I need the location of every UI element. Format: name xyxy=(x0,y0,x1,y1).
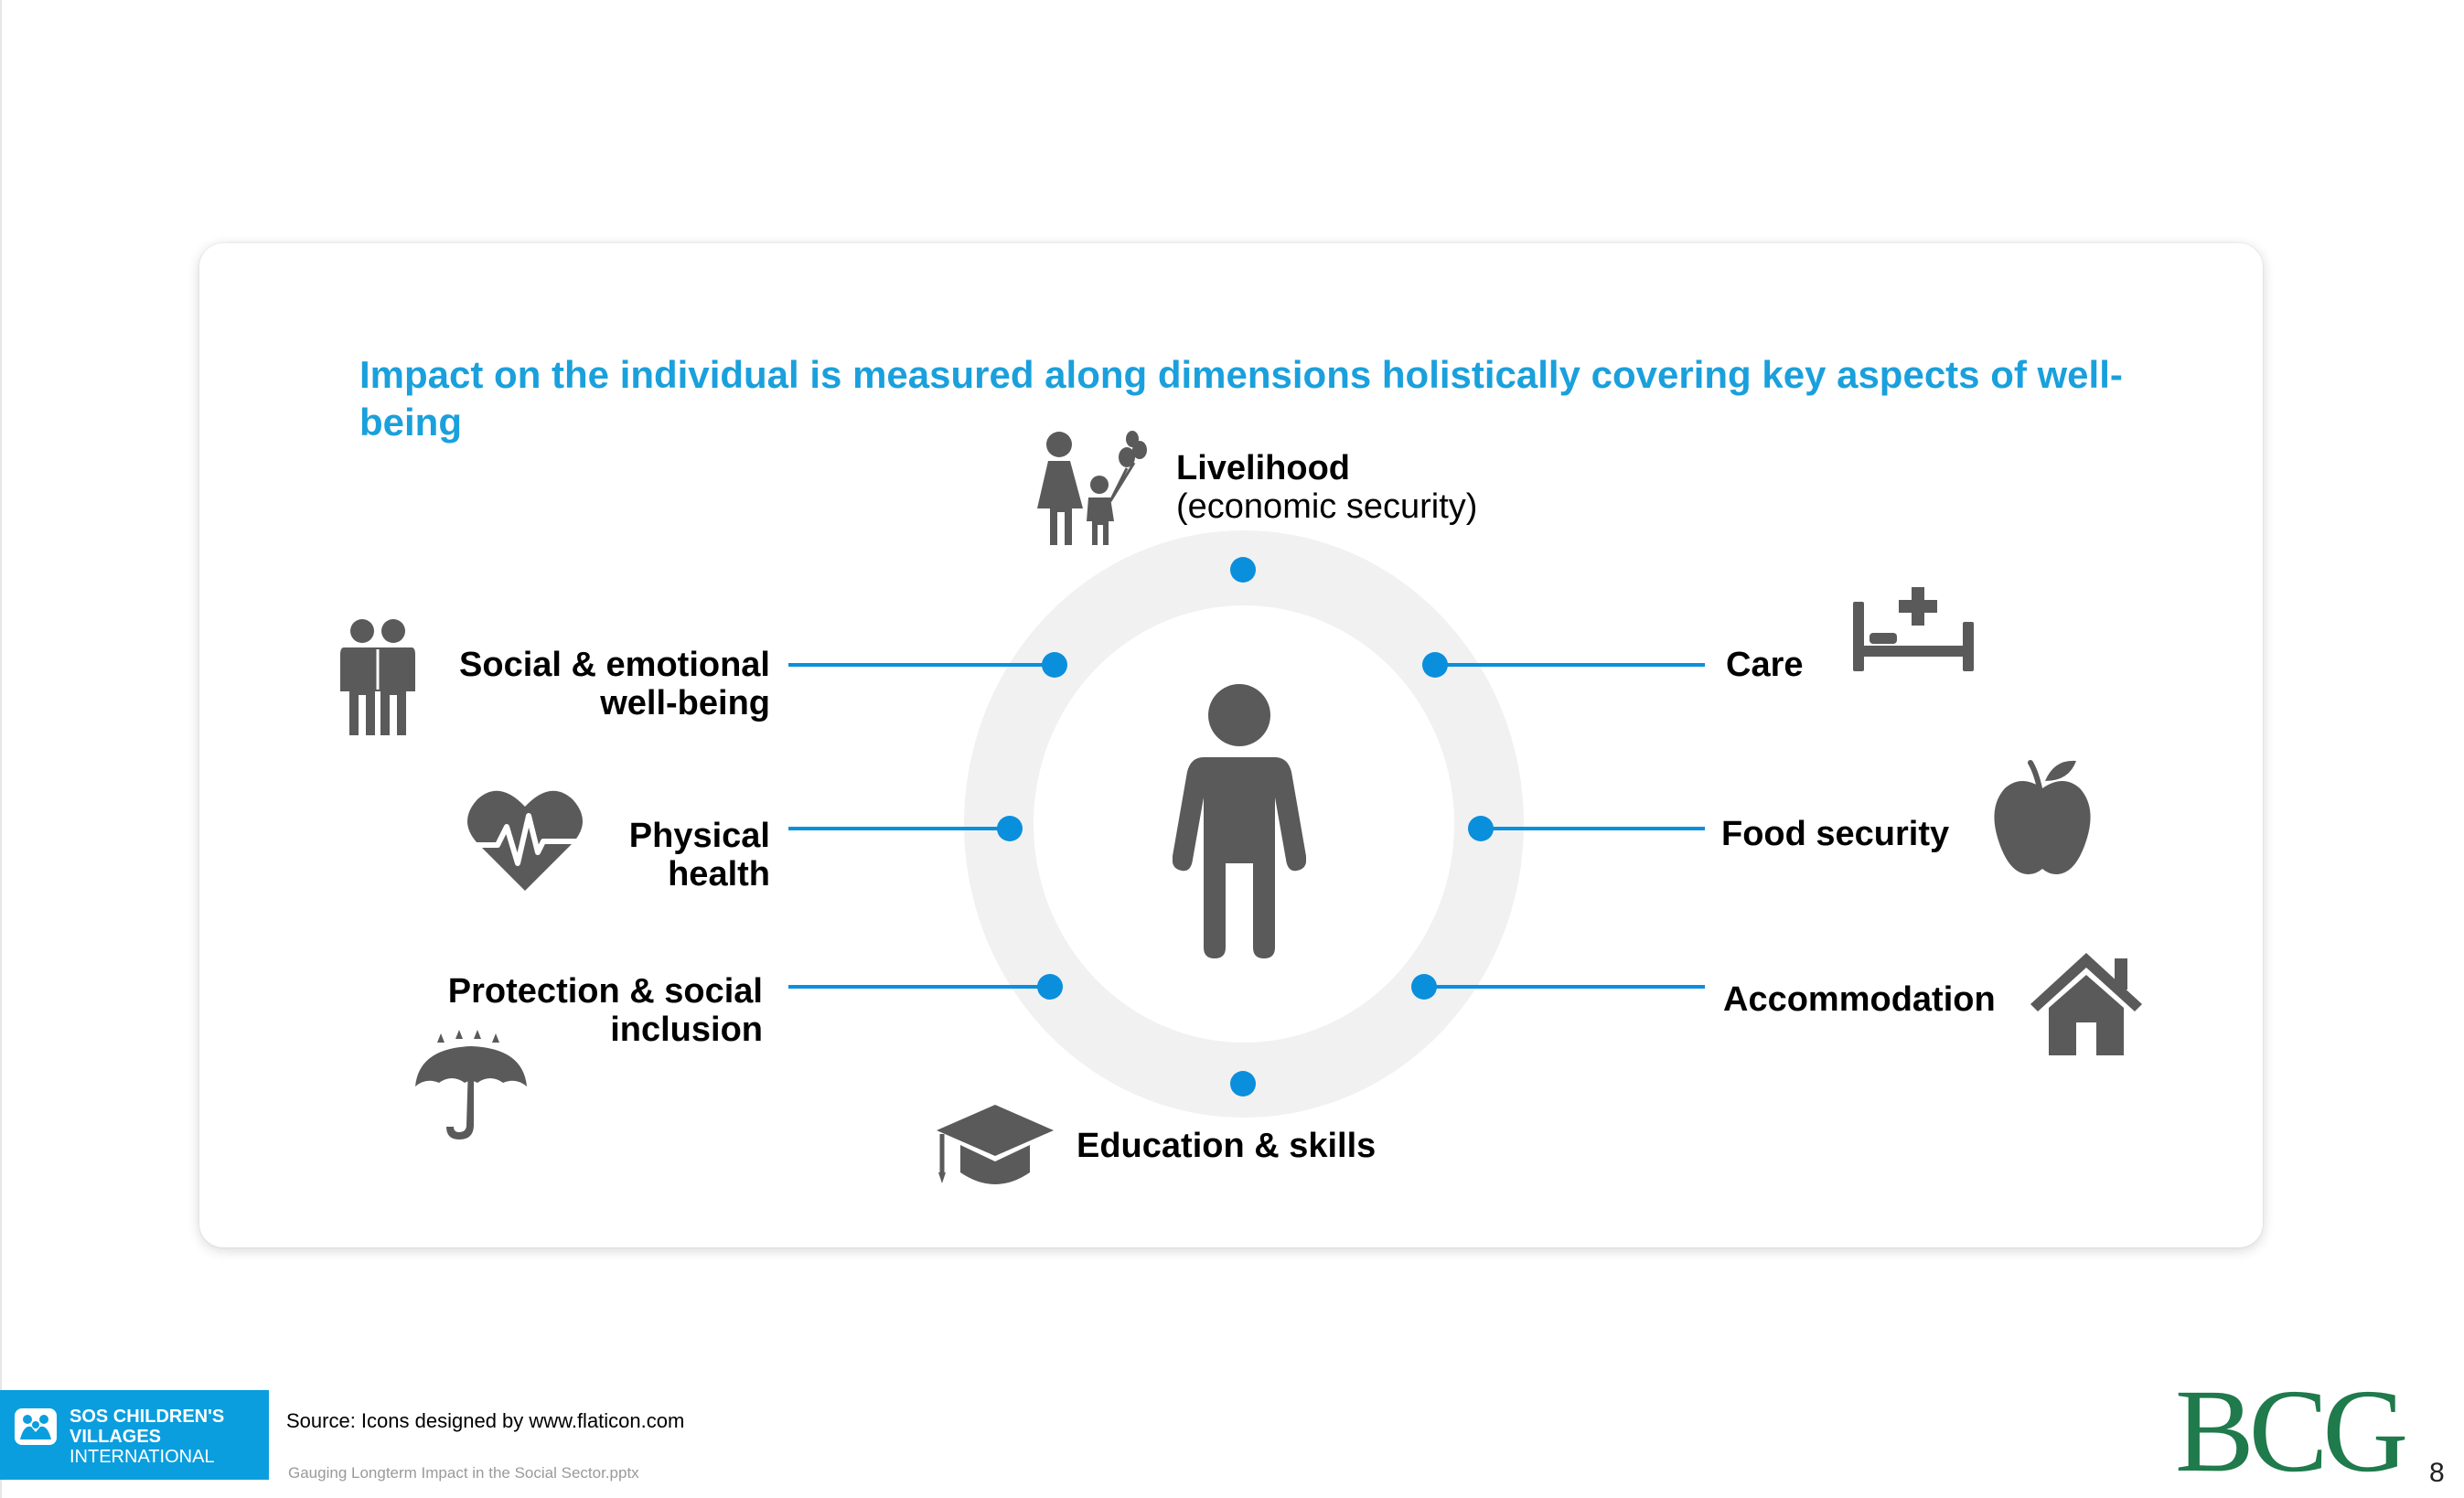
label-protection: Protection & social inclusion xyxy=(397,972,763,1049)
label-accommodation: Accommodation xyxy=(1723,980,1996,1019)
label-protection-line2: inclusion xyxy=(610,1011,763,1049)
family-icon xyxy=(1032,430,1151,547)
hospital-bed-icon xyxy=(1853,587,1974,671)
label-physical: Physical health xyxy=(496,817,770,893)
label-education: Education & skills xyxy=(1077,1127,1377,1165)
logo-text-line1: SOS CHILDREN'S xyxy=(70,1407,225,1427)
umbrella-icon xyxy=(413,1028,529,1141)
page-number: 8 xyxy=(2429,1458,2445,1488)
label-food: Food security xyxy=(1721,815,1950,853)
slide-edge xyxy=(0,0,2,1498)
couple-icon xyxy=(337,618,419,737)
label-livelihood-title: Livelihood xyxy=(1176,449,1350,487)
connector-physical xyxy=(788,827,1010,830)
sos-emblem-icon xyxy=(15,1408,57,1445)
label-care: Care xyxy=(1726,646,1804,684)
label-livelihood: Livelihood (economic security) xyxy=(1176,449,1477,526)
connector-social xyxy=(788,663,1055,667)
source-note: Source: Icons designed by www.flaticon.c… xyxy=(286,1409,685,1432)
person-icon xyxy=(1173,684,1306,958)
heartbeat-icon xyxy=(465,786,585,893)
label-livelihood-sub: (economic security) xyxy=(1176,487,1478,526)
house-icon xyxy=(2027,949,2146,1057)
bcg-logo: BCG xyxy=(2175,1365,2408,1497)
label-physical-line1: Physical xyxy=(628,817,770,855)
logo-text-line2: VILLAGES xyxy=(70,1427,162,1447)
sos-childrens-villages-logo: SOS CHILDREN'S VILLAGES INTERNATIONAL xyxy=(0,1390,269,1480)
label-social: Social & emotional well-being xyxy=(404,646,770,722)
connector-food xyxy=(1481,827,1705,830)
connector-care xyxy=(1435,663,1705,667)
file-name: Gauging Longterm Impact in the Social Se… xyxy=(288,1464,639,1482)
slide-title: Impact on the individual is measured alo… xyxy=(359,353,2123,444)
label-social-line2: well-being xyxy=(600,684,770,722)
connector-accommodation xyxy=(1424,985,1705,989)
dot-livelihood xyxy=(1230,557,1256,583)
label-social-line1: Social & emotional xyxy=(459,646,770,684)
dot-education xyxy=(1230,1071,1256,1097)
logo-text-line3: INTERNATIONAL xyxy=(70,1447,215,1467)
label-physical-line2: health xyxy=(668,855,770,893)
apple-icon xyxy=(1994,757,2091,876)
connector-protection xyxy=(788,985,1050,989)
label-protection-line1: Protection & social xyxy=(447,972,763,1011)
graduation-cap-icon xyxy=(935,1103,1055,1191)
